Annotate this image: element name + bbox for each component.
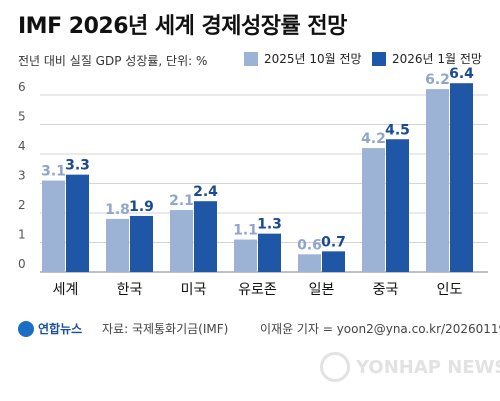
watermark-text: YONHAP NEWS bbox=[356, 356, 500, 378]
data-label: 4.5 bbox=[385, 122, 410, 138]
yonhap-logo-text: 연합뉴스 bbox=[38, 322, 83, 336]
bar bbox=[66, 174, 89, 272]
legend-swatch-2025-oct bbox=[244, 51, 258, 66]
data-label: 3.3 bbox=[65, 158, 90, 174]
data-label: 1.1 bbox=[233, 223, 258, 239]
y-tick-label: 3 bbox=[18, 169, 26, 183]
source-note: 자료: 국제통화기금(IMF) bbox=[102, 322, 229, 336]
data-label: 0.6 bbox=[297, 237, 322, 253]
bar bbox=[194, 201, 217, 272]
data-label: 2.1 bbox=[169, 193, 194, 209]
y-tick-label: 6 bbox=[18, 80, 26, 94]
data-label: 1.3 bbox=[257, 217, 282, 233]
data-label: 0.7 bbox=[321, 234, 346, 250]
data-label: 6.4 bbox=[449, 66, 474, 82]
data-label: 3.1 bbox=[41, 164, 66, 180]
bar bbox=[298, 254, 321, 272]
bar bbox=[450, 83, 473, 272]
data-label: 1.8 bbox=[105, 202, 130, 218]
x-tick-label: 미국 bbox=[181, 282, 207, 298]
data-label: 4.2 bbox=[361, 131, 386, 147]
legend-label-2026-jan: 2026년 1월 전망 bbox=[392, 52, 482, 66]
bar bbox=[362, 148, 385, 272]
bar bbox=[106, 218, 129, 272]
x-tick-label: 일본 bbox=[309, 282, 335, 298]
x-tick-label: 한국 bbox=[117, 282, 143, 298]
y-tick-label: 2 bbox=[18, 198, 26, 212]
legend-swatch-2026-jan bbox=[372, 51, 386, 66]
y-tick-label: 0 bbox=[18, 257, 26, 271]
credit-note: 이재윤 기자 = yoon2@yna.co.kr/20260119 bbox=[260, 322, 500, 336]
bar bbox=[426, 89, 449, 272]
legend-item-2026-jan: 2026년 1월 전망 bbox=[372, 50, 482, 67]
bar bbox=[234, 239, 257, 272]
bar bbox=[322, 251, 345, 272]
legend-label-2025-oct: 2025년 10월 전망 bbox=[264, 52, 362, 66]
watermark-icon bbox=[320, 352, 350, 382]
chart-subtitle: 전년 대비 실질 GDP 성장률, 단위: % bbox=[18, 54, 208, 68]
bar bbox=[42, 180, 65, 272]
bar bbox=[130, 215, 153, 272]
x-tick-label: 세계 bbox=[53, 282, 79, 298]
yonhap-logo: 연합뉴스 bbox=[18, 320, 82, 337]
x-tick-label: 중국 bbox=[373, 282, 399, 298]
chart-title: IMF 2026년 세계 경제성장률 전망 bbox=[18, 14, 347, 39]
bar bbox=[386, 139, 409, 272]
y-tick-label: 1 bbox=[18, 228, 26, 242]
data-label: 2.4 bbox=[193, 184, 218, 200]
legend-item-2025-oct: 2025년 10월 전망 bbox=[244, 50, 362, 67]
data-label: 6.2 bbox=[425, 72, 450, 88]
yonhap-logo-icon bbox=[18, 320, 34, 337]
data-label: 1.9 bbox=[129, 199, 154, 215]
watermark: YONHAP NEWS bbox=[320, 352, 500, 382]
y-tick-label: 4 bbox=[18, 139, 26, 153]
x-tick-label: 인도 bbox=[437, 282, 463, 298]
bar bbox=[170, 210, 193, 272]
bar bbox=[258, 233, 281, 272]
x-tick-label: 유로존 bbox=[238, 282, 277, 298]
y-tick-label: 5 bbox=[18, 110, 26, 124]
